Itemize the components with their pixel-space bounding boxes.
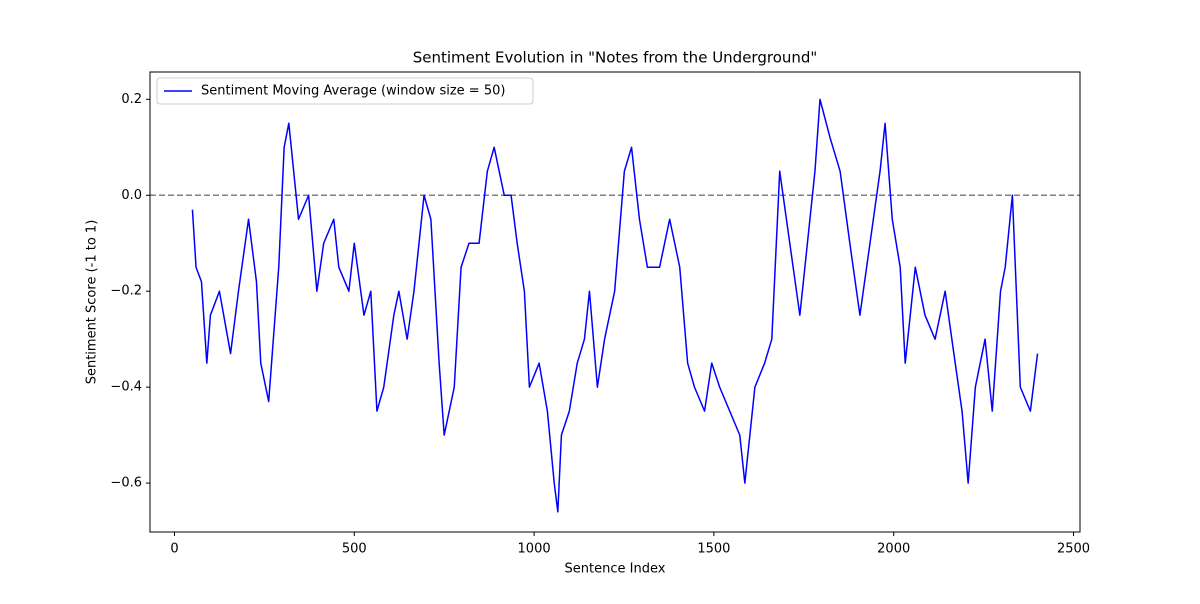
x-tick-label: 2500	[1057, 542, 1090, 557]
x-tick-label: 1000	[518, 542, 551, 557]
x-tick-label: 500	[342, 542, 367, 557]
y-tick-label: 0.0	[121, 188, 142, 203]
x-tick-label: 1500	[697, 542, 730, 557]
x-axis-label: Sentence Index	[565, 562, 666, 577]
y-axis-label: Sentiment Score (-1 to 1)	[85, 220, 100, 385]
legend-label: Sentiment Moving Average (window size = …	[201, 84, 505, 99]
y-tick-label: 0.2	[121, 92, 142, 107]
data-line	[191, 98, 1039, 513]
x-tick-label: 0	[170, 542, 178, 557]
x-tick-label: 2000	[877, 542, 910, 557]
y-tick-label: −0.4	[110, 380, 142, 395]
legend-box	[156, 77, 534, 105]
plot-frame	[149, 71, 1081, 533]
y-tick-label: −0.2	[110, 284, 142, 299]
chart-title: Sentiment Evolution in "Notes from the U…	[413, 49, 818, 67]
y-tick-label: −0.6	[110, 476, 142, 491]
